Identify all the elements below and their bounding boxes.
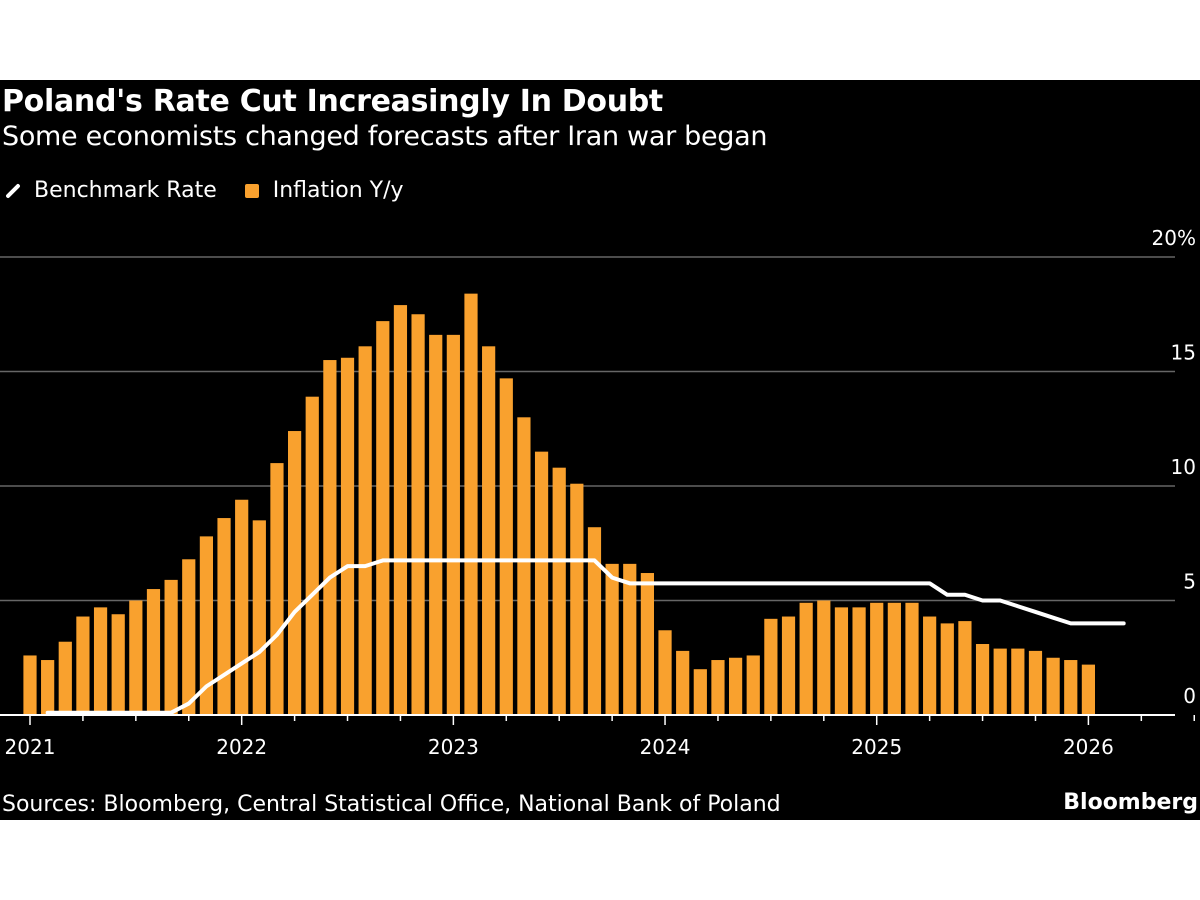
bar-inflation xyxy=(252,520,266,715)
bar-inflation xyxy=(182,559,196,715)
source-note: Sources: Bloomberg, Central Statistical … xyxy=(2,792,781,817)
y-tick-label: 10 xyxy=(1171,455,1196,479)
bar-inflation xyxy=(781,616,796,715)
bar-inflation xyxy=(640,573,654,715)
bar-inflation xyxy=(975,644,990,715)
bar-inflation xyxy=(129,600,143,715)
bar-inflation xyxy=(411,314,425,715)
bar-inflation xyxy=(834,607,849,715)
bar-inflation xyxy=(958,621,972,715)
bar-inflation xyxy=(764,618,778,715)
x-tick-label: 2023 xyxy=(428,735,479,759)
bar-inflation xyxy=(870,602,884,715)
bar-inflation xyxy=(923,616,937,715)
x-tick-label: 2022 xyxy=(216,735,267,759)
bar-inflation xyxy=(111,614,125,715)
legend-item-benchmark-rate: Benchmark Rate xyxy=(4,178,217,203)
bar-inflation xyxy=(729,657,743,715)
x-tick-label: 2024 xyxy=(640,735,691,759)
bar-inflation xyxy=(446,334,460,715)
chart-title: Poland's Rate Cut Increasingly In Doubt xyxy=(2,84,663,119)
bar-inflation xyxy=(570,483,584,715)
bar-inflation xyxy=(23,655,37,715)
bar-inflation xyxy=(534,451,549,715)
bar-inflation xyxy=(93,607,108,715)
y-tick-label: 0 xyxy=(1183,684,1196,708)
bar-inflation xyxy=(340,357,355,715)
bar-inflation xyxy=(693,669,707,715)
bar-inflation xyxy=(499,378,513,715)
bar-inflation xyxy=(799,602,813,715)
y-tick-label: 15 xyxy=(1171,341,1196,365)
bar-inflation xyxy=(623,563,637,715)
bar-inflation xyxy=(376,321,390,715)
bar-swatch-icon xyxy=(244,183,259,198)
bar-inflation xyxy=(270,463,284,715)
legend: Benchmark Rate Inflation Y/y xyxy=(4,178,432,203)
y-tick-label: 20% xyxy=(1152,226,1196,250)
bar-inflation xyxy=(235,499,249,715)
bar-inflation xyxy=(393,305,408,715)
y-tick-label: 5 xyxy=(1183,570,1196,594)
bar-inflation xyxy=(41,660,55,715)
bar-inflation xyxy=(323,360,337,715)
bar-inflation xyxy=(464,293,478,715)
bar-inflation xyxy=(605,563,619,715)
bar-inflation xyxy=(658,630,672,715)
bar-inflation xyxy=(993,648,1007,715)
bar-inflation xyxy=(817,600,831,715)
bar-inflation xyxy=(517,417,531,715)
bar-inflation xyxy=(288,431,302,715)
bar-inflation xyxy=(146,589,161,715)
bar-inflation xyxy=(887,602,901,715)
legend-label: Benchmark Rate xyxy=(34,178,217,203)
bar-inflation xyxy=(852,607,866,715)
bar-inflation xyxy=(587,527,602,715)
x-tick-label: 2025 xyxy=(851,735,902,759)
bar-inflation xyxy=(746,655,760,715)
bar-inflation xyxy=(1011,648,1025,715)
brand-logo: Bloomberg xyxy=(1063,790,1198,815)
bar-inflation xyxy=(676,650,690,715)
bar-inflation xyxy=(1028,650,1043,715)
bar-inflation xyxy=(1064,660,1078,715)
bar-inflation xyxy=(711,660,725,715)
x-tick-label: 2021 xyxy=(5,735,56,759)
bar-inflation xyxy=(164,579,178,715)
x-tick-label: 2026 xyxy=(1063,735,1114,759)
bar-inflation xyxy=(58,641,72,715)
bar-inflation xyxy=(358,346,372,715)
bar-inflation xyxy=(429,334,443,715)
chart-subtitle: Some economists changed forecasts after … xyxy=(2,121,768,152)
bar-inflation xyxy=(552,467,566,715)
line-benchmark-rate xyxy=(45,558,1126,715)
bar-inflation xyxy=(217,518,231,715)
bar-inflation xyxy=(1081,664,1095,715)
bar-inflation xyxy=(482,346,496,715)
bar-inflation xyxy=(905,602,919,715)
bar-inflation xyxy=(940,623,954,715)
bar-inflation xyxy=(76,616,90,715)
bar-inflation xyxy=(1046,657,1060,715)
legend-label: Inflation Y/y xyxy=(272,178,404,203)
legend-item-inflation: Inflation Y/y xyxy=(244,178,404,203)
bar-inflation xyxy=(305,396,319,715)
bar-inflation xyxy=(199,536,213,715)
